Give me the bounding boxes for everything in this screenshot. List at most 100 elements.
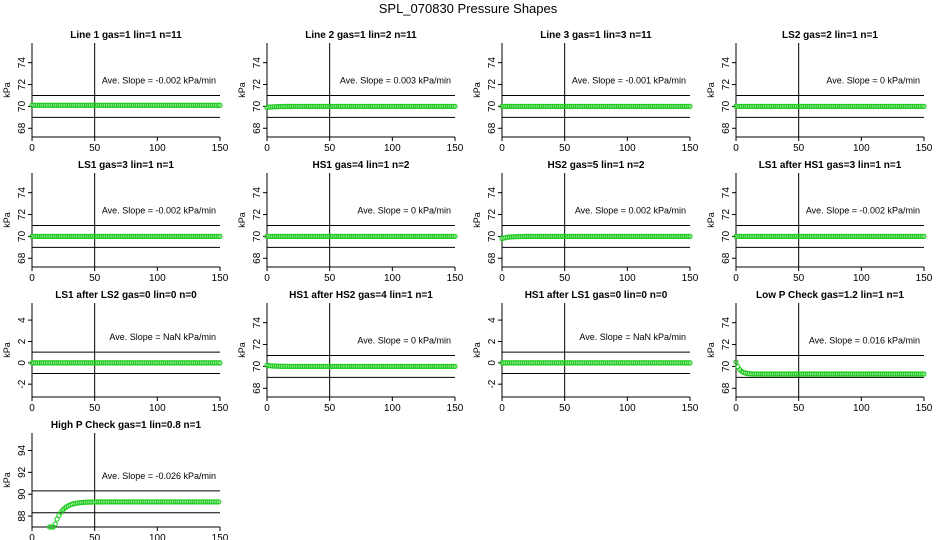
y-tick-label: 72 (487, 79, 498, 91)
data-point (687, 103, 693, 110)
x-tick-label: 100 (384, 143, 401, 154)
data-point (216, 499, 222, 505)
panel-title: Line 2 gas=1 lin=2 n=11 (305, 30, 417, 41)
x-tick-label: 150 (682, 143, 699, 154)
x-tick-label: 0 (29, 533, 35, 540)
y-tick-label: 4 (17, 317, 28, 323)
data-point (452, 233, 458, 240)
chart-panel-12: Low P Check gas=1.2 lin=1 n=1 0 50 100 150 68… (706, 290, 933, 414)
data-point (215, 102, 221, 108)
data-point (215, 360, 221, 366)
data-point (450, 103, 456, 110)
panel-title: LS1 after HS1 gas=3 lin=1 n=1 (759, 160, 902, 171)
y-tick-label: 74 (721, 317, 732, 329)
y-tick-label: 68 (252, 382, 263, 394)
y-tick-label: 68 (17, 122, 28, 134)
y-tick-label: 68 (252, 252, 263, 264)
x-tick-label: 50 (324, 273, 336, 284)
y-tick-label: 72 (252, 79, 263, 91)
panel-title: Low P Check gas=1.2 lin=1 n=1 (756, 290, 904, 301)
y-tick-label: 70 (252, 230, 263, 242)
y-tick-label: 92 (17, 466, 28, 478)
data-point (919, 103, 925, 110)
y-tick-label: 68 (721, 382, 732, 394)
y-axis-label: kPa (472, 342, 482, 358)
y-axis-label: kPa (237, 212, 247, 228)
data-point (687, 233, 693, 240)
x-tick-label: 100 (149, 143, 166, 154)
x-tick-label: 150 (916, 273, 933, 284)
panel-title: Line 3 gas=1 lin=3 n=11 (540, 30, 652, 41)
x-tick-label: 50 (89, 273, 101, 284)
y-axis-label: kPa (472, 82, 482, 98)
y-axis-label: kPa (2, 472, 12, 488)
x-tick-label: 100 (619, 143, 636, 154)
x-tick-label: 0 (499, 403, 505, 414)
data-point (217, 102, 223, 108)
data-point (52, 521, 58, 527)
x-tick-label: 100 (853, 143, 870, 154)
data-point (450, 233, 456, 240)
x-tick-label: 50 (89, 533, 101, 540)
y-tick-label: 4 (487, 317, 498, 323)
y-tick-label: 70 (17, 100, 28, 112)
panel-title: LS1 after LS2 gas=0 lin=0 n=0 (55, 290, 197, 301)
data-point (217, 233, 223, 240)
y-tick-label: 68 (721, 252, 732, 264)
chart-panel-8: LS1 after HS1 gas=3 lin=1 n=1 0 50 100 150 68… (706, 160, 933, 284)
data-point (452, 103, 458, 110)
data-point (452, 363, 458, 370)
slope-annotation: Ave. Slope = -0.002 kPa/min (806, 205, 920, 215)
x-tick-label: 150 (682, 403, 699, 414)
chart-panel-4: LS2 gas=2 lin=1 n=1 0 50 100 150 68 70 72 74 kPa A… (706, 30, 933, 154)
data-point (919, 233, 925, 240)
y-tick-label: 90 (17, 488, 28, 500)
x-tick-label: 50 (559, 143, 571, 154)
chart-panel-5: LS1 gas=3 lin=1 n=1 0 50 100 150 68 70 72 74 kPa A… (2, 160, 229, 284)
y-tick-label: 72 (721, 339, 732, 351)
y-tick-label: 2 (487, 338, 498, 344)
data-point (733, 359, 739, 365)
y-tick-label: 74 (721, 57, 732, 69)
data-point (921, 103, 927, 110)
data-point (215, 233, 221, 240)
chart-panel-9: LS1 after LS2 gas=0 lin=0 n=0 0 50 100 150 -2… (2, 290, 229, 414)
data-point (687, 360, 693, 366)
y-tick-label: 70 (487, 230, 498, 242)
slope-annotation: Ave. Slope = 0 kPa/min (357, 335, 451, 345)
y-tick-label: 70 (17, 230, 28, 242)
slope-annotation: Ave. Slope = NaN kPa/min (579, 332, 686, 342)
x-tick-label: 150 (682, 273, 699, 284)
x-tick-label: 0 (499, 143, 505, 154)
x-tick-label: 100 (853, 403, 870, 414)
x-tick-label: 50 (793, 403, 805, 414)
y-tick-label: 74 (252, 317, 263, 329)
x-tick-label: 150 (212, 533, 229, 540)
y-tick-label: 70 (252, 360, 263, 372)
panel-title: LS2 gas=2 lin=1 n=1 (782, 30, 878, 41)
chart-panel-3: Line 3 gas=1 lin=3 n=11 0 50 100 150 68 70 72 74… (472, 30, 699, 154)
y-axis-label: kPa (2, 212, 12, 228)
data-point (685, 103, 691, 110)
y-tick-label: 72 (17, 79, 28, 91)
y-axis-label: kPa (2, 82, 12, 98)
x-tick-label: 100 (853, 273, 870, 284)
panel-title: High P Check gas=1 lin=0.8 n=1 (51, 420, 202, 431)
y-tick-label: -2 (17, 379, 28, 388)
y-tick-label: 68 (487, 122, 498, 134)
y-tick-label: 74 (252, 57, 263, 69)
slope-annotation: Ave. Slope = -0.002 kPa/min (102, 75, 216, 85)
y-tick-label: 72 (721, 209, 732, 221)
y-tick-label: 74 (487, 57, 498, 69)
x-tick-label: 100 (619, 273, 636, 284)
x-tick-label: 100 (619, 403, 636, 414)
x-tick-label: 150 (916, 403, 933, 414)
x-tick-label: 150 (447, 143, 464, 154)
y-tick-label: 68 (487, 252, 498, 264)
slope-annotation: Ave. Slope = -0.026 kPa/min (102, 471, 216, 481)
x-tick-label: 50 (559, 273, 571, 284)
y-tick-label: 0 (17, 360, 28, 366)
x-tick-label: 0 (29, 273, 35, 284)
y-tick-label: 74 (487, 187, 498, 199)
